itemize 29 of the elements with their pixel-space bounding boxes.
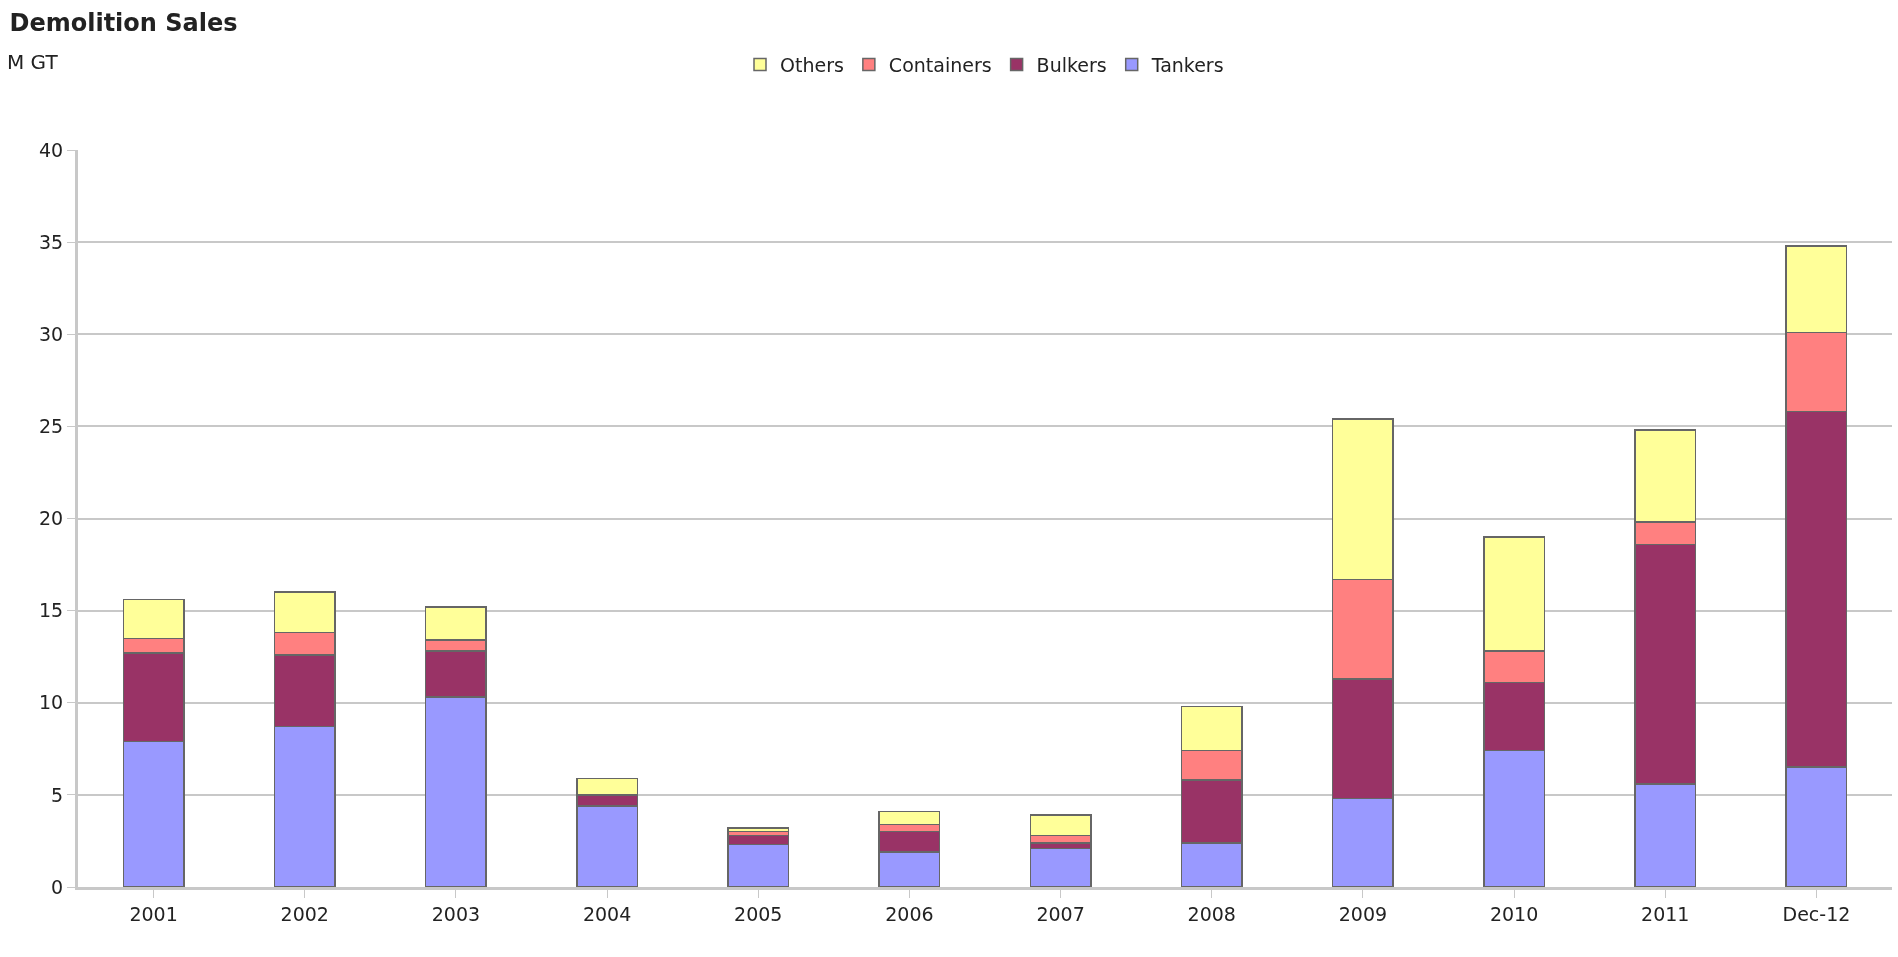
y-tick-label: 40 <box>39 138 64 161</box>
x-tick-label: 2002 <box>280 902 329 925</box>
legend-label: Others <box>780 53 844 76</box>
y-tick-label: 0 <box>51 875 64 898</box>
y-tick-label: 5 <box>51 783 64 806</box>
y-tick-label: 20 <box>39 507 64 530</box>
x-tick-label: 2004 <box>582 902 632 925</box>
y-tick-label: 10 <box>39 691 64 714</box>
x-tick-label: 2009 <box>1338 902 1388 925</box>
legend-label: Containers <box>888 53 992 76</box>
legend-label: Bulkers <box>1036 53 1107 76</box>
x-tick-label: 2011 <box>1641 902 1690 925</box>
x-tick-label: 2010 <box>1489 902 1539 925</box>
x-tick-label: 2008 <box>1187 902 1236 925</box>
x-tick-label: 2005 <box>734 902 783 925</box>
bar <box>1029 847 1092 887</box>
x-tick-label: 2003 <box>431 902 481 925</box>
chart-title: Demolition Sales <box>9 9 238 38</box>
x-tick-label: 2007 <box>1036 902 1085 925</box>
legend-label: Tankers <box>1150 53 1224 76</box>
y-axis-title: M GT <box>7 50 59 74</box>
x-tick-label: 2006 <box>885 902 934 925</box>
bar <box>727 827 790 833</box>
y-tick-label: 25 <box>39 415 64 438</box>
y-tick-label: 15 <box>39 599 64 622</box>
y-tick-label: 30 <box>39 322 64 345</box>
x-tick-label: Dec-12 <box>1782 902 1851 925</box>
y-tick-label: 35 <box>39 230 64 253</box>
x-tick-label: 2001 <box>129 902 178 925</box>
